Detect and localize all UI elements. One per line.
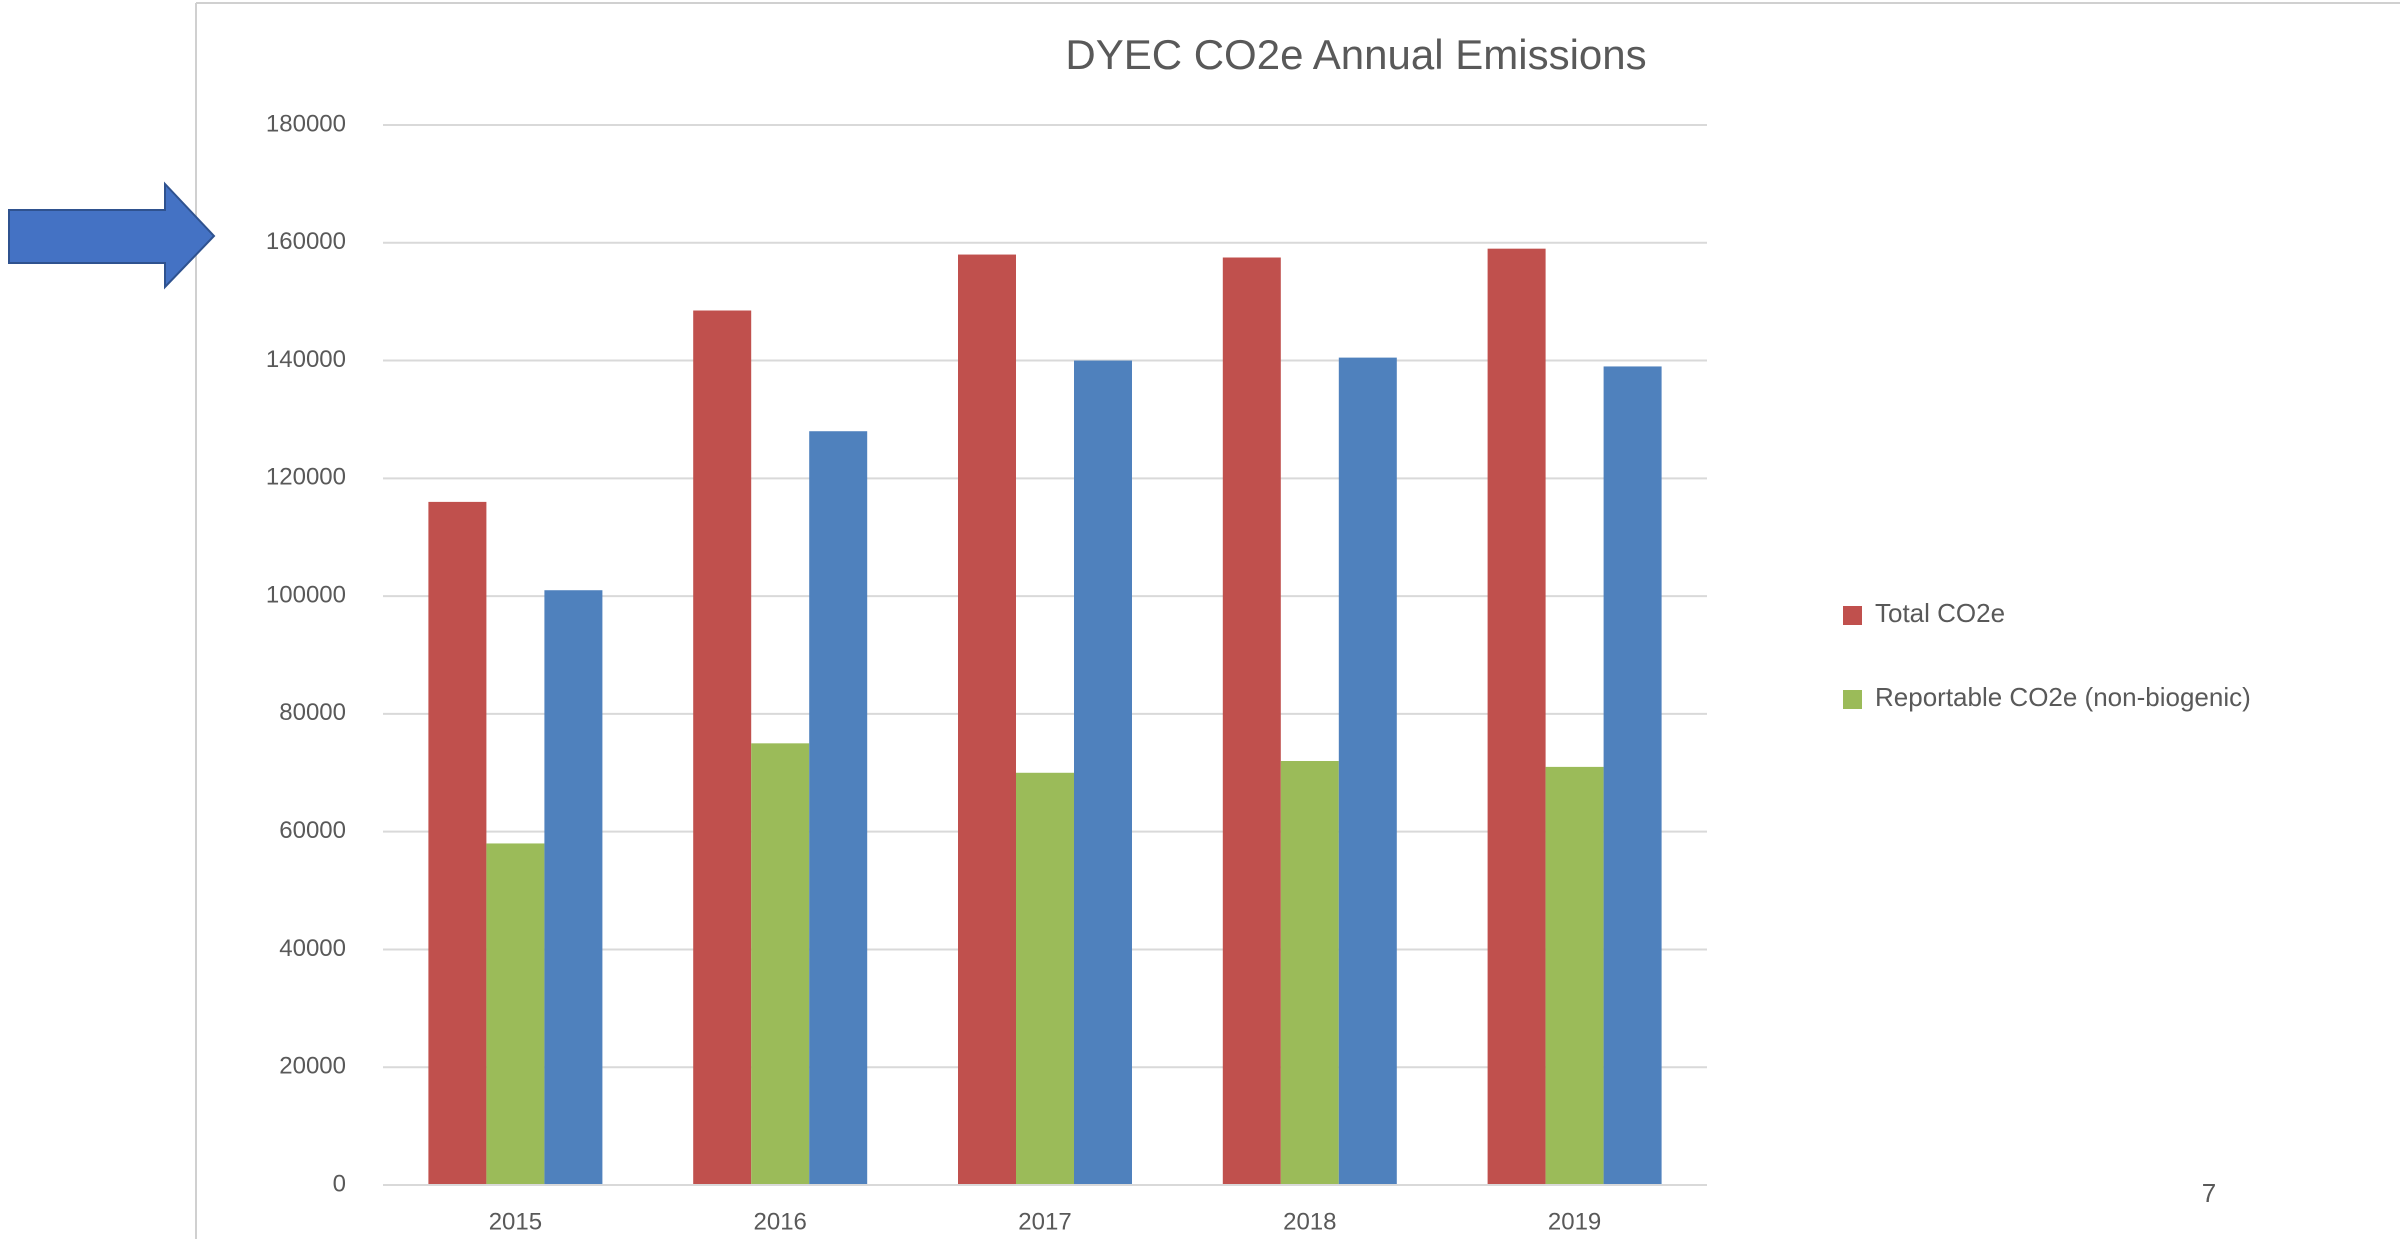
legend-swatch <box>1843 606 1862 625</box>
bar <box>1545 766 1604 1185</box>
x-tick-label: 2017 <box>1018 1208 1071 1235</box>
x-tick-label: 2015 <box>489 1208 542 1235</box>
bar <box>809 431 868 1185</box>
chart-title: DYEC CO2e Annual Emissions <box>1065 31 1646 78</box>
y-tick-label: 60000 <box>279 817 346 844</box>
bar <box>958 254 1016 1186</box>
x-tick-label: 2018 <box>1283 1208 1336 1235</box>
pointer-arrow <box>8 181 216 290</box>
bar <box>1603 366 1662 1185</box>
y-tick-label: 20000 <box>279 1053 346 1080</box>
y-tick-label: 120000 <box>266 464 346 491</box>
bar <box>428 501 487 1185</box>
bar <box>486 843 545 1185</box>
bar <box>1487 248 1546 1185</box>
legend-label: Reportable CO2e (non-biogenic) <box>1875 682 2251 712</box>
page-number: 7 <box>2202 1178 2216 1208</box>
x-tick-label: 2019 <box>1548 1208 1601 1235</box>
bar <box>1222 257 1281 1185</box>
y-tick-label: 40000 <box>279 935 346 962</box>
y-tick-label: 140000 <box>266 346 346 373</box>
y-tick-label: 160000 <box>266 228 346 255</box>
bar <box>1016 772 1074 1185</box>
y-tick-label: 0 <box>333 1170 346 1197</box>
bar <box>544 590 603 1185</box>
bar <box>1338 357 1397 1186</box>
bar <box>1074 360 1132 1185</box>
legend-label: Total CO2e <box>1875 598 2005 628</box>
legend-swatch <box>1843 690 1862 709</box>
y-tick-label: 180000 <box>266 110 346 137</box>
y-tick-label: 80000 <box>279 699 346 726</box>
bar <box>751 743 810 1185</box>
bar <box>693 310 752 1185</box>
x-tick-label: 2016 <box>754 1208 807 1235</box>
bar <box>1280 761 1339 1185</box>
y-tick-label: 100000 <box>266 581 346 608</box>
